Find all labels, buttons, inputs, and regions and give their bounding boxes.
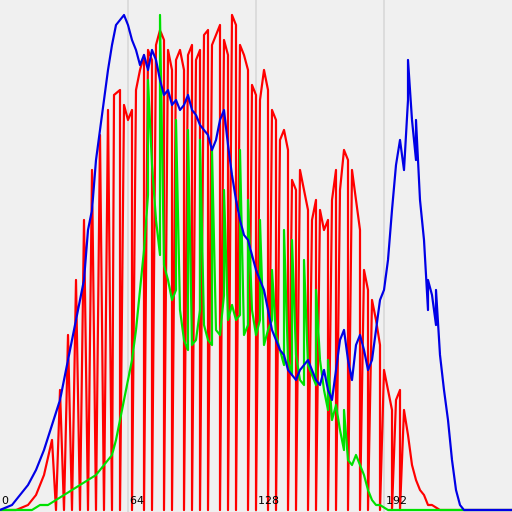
series-lines <box>0 13 512 512</box>
series-line-1 <box>0 13 512 512</box>
series-line-2 <box>0 13 512 512</box>
x-tick-label-3: 192 <box>386 494 407 507</box>
x-tick-label-0: 0 <box>2 494 9 507</box>
series-line-0 <box>0 13 512 512</box>
x-tick-labels: 0 64 128 192 <box>2 494 407 507</box>
x-tick-label-1: 64 <box>130 494 144 507</box>
x-tick-label-2: 128 <box>258 494 279 507</box>
